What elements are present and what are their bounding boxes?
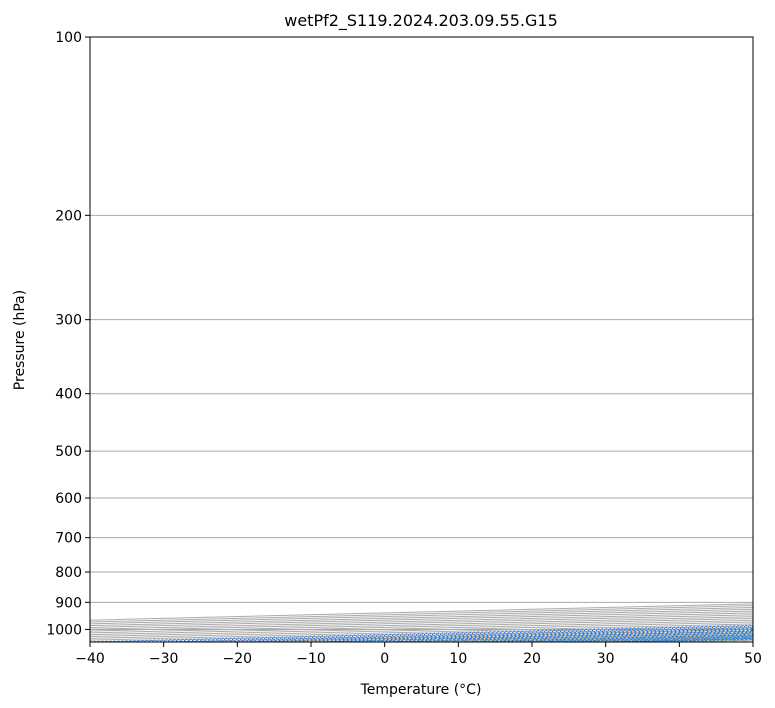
y-tick-label: 200: [55, 208, 82, 224]
y-axis-title: Pressure (hPa): [12, 290, 28, 390]
dry-adiabat-line: [263, 628, 753, 642]
x-tick-label: −30: [149, 651, 179, 667]
y-tick-label: 700: [55, 531, 82, 547]
isotherm-line: [531, 636, 753, 642]
x-tick-label: −10: [296, 651, 326, 667]
isotherm-line: [237, 628, 753, 642]
mixing-ratio-line: [299, 630, 753, 642]
plot-frame: [89, 36, 754, 643]
isotherm-line: [310, 630, 753, 642]
y-tick-label: 600: [55, 491, 82, 507]
isotherm-line: [90, 614, 753, 632]
moist-adiabat-line: [573, 637, 753, 642]
x-tick-label: 40: [670, 651, 688, 667]
isotherm-line: [605, 637, 753, 642]
isotherm-line: [90, 603, 753, 621]
isotherm-line: [90, 605, 753, 623]
moist-adiabat-line: [602, 637, 753, 642]
moist-adiabat-line: [530, 635, 753, 642]
grid-layer: [90, 37, 753, 642]
dry-adiabat-line: [562, 636, 753, 642]
moist-adiabat-line: [374, 631, 753, 642]
isotherm-line: [90, 625, 753, 642]
dry-adiabat-line: [487, 634, 753, 642]
axis-layer: −40 −30 −20 −10 0 10 20 30 40 50 100 200 300 400 500 60…: [46, 30, 762, 667]
y-tick-label: 100: [55, 30, 82, 46]
moist-adiabat-line: [487, 634, 753, 642]
isotherm-line: [679, 639, 753, 642]
isotherm-line: [90, 616, 753, 634]
y-tick-label: 300: [55, 313, 82, 329]
isotherm-line: [384, 632, 753, 642]
moist-adiabat-line: [660, 639, 753, 642]
chart-title: wetPf2_S119.2024.203.09.55.G15: [284, 11, 558, 31]
x-tick-label: 10: [449, 651, 467, 667]
mixing-ratio-line: [131, 626, 753, 642]
mixing-ratio-line: [599, 637, 753, 642]
dry-adiabat-line: [412, 632, 753, 642]
x-tick-label: 0: [380, 651, 389, 667]
x-tick-label: 50: [744, 651, 762, 667]
isotherm-line: [90, 621, 753, 639]
x-tick-label: −20: [223, 651, 253, 667]
isotherm-line: [90, 617, 753, 636]
moist-adiabat-line: [431, 633, 753, 642]
isotherm-line: [458, 634, 753, 642]
dry-adiabat-line: [636, 638, 753, 642]
isotherm-line: [90, 606, 753, 625]
mixing-ratio-line: [185, 627, 753, 642]
dry-adiabat-line: [188, 626, 753, 642]
isotherm-line: [90, 612, 753, 630]
isotherm-line: [752, 641, 753, 642]
moist-adiabat-line: [317, 630, 753, 642]
moist-adiabat-line: [260, 628, 753, 642]
dry-adiabat-line: [711, 640, 753, 642]
x-axis-title: Temperature (°C): [360, 682, 482, 698]
isotherm-line: [90, 619, 753, 638]
y-tick-label: 900: [55, 595, 82, 611]
x-tick-label: −40: [75, 651, 105, 667]
x-tick-label: 30: [597, 651, 615, 667]
y-tick-label: 400: [55, 387, 82, 403]
y-tick-label: 800: [55, 565, 82, 581]
isotherm-line: [90, 608, 753, 627]
y-tick-label: 1000: [46, 622, 82, 638]
dry-adiabat-line: [338, 630, 753, 642]
y-tick-label: 500: [55, 444, 82, 460]
isotherm-line: [90, 623, 753, 641]
isotherm-line: [90, 610, 753, 628]
isotherm-line: [163, 626, 753, 642]
x-tick-label: 20: [523, 651, 541, 667]
